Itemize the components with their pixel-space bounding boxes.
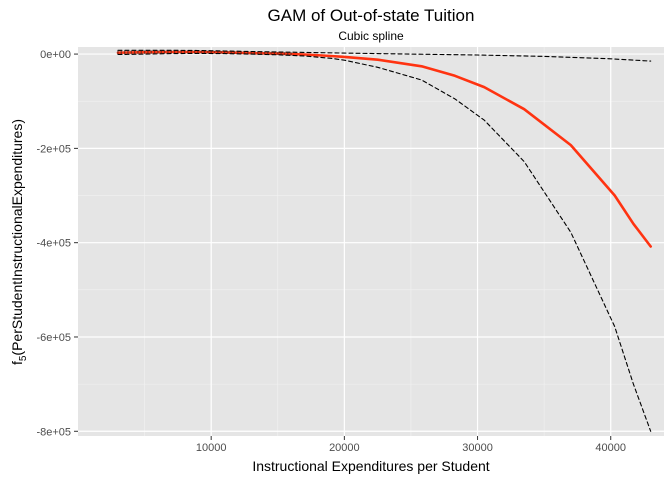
chart-subtitle: Cubic spline xyxy=(338,29,404,43)
axis-ticks: 10000 20000 30000 40000 0e+00 -2e+05 -4e+05 -6e… xyxy=(36,49,626,454)
y-tick-label: 0e+00 xyxy=(40,49,71,61)
y-axis-title-subscript: 5 xyxy=(18,355,29,361)
x-tick-label: 30000 xyxy=(462,442,493,454)
chart-title: GAM of Out-of-state Tuition xyxy=(268,6,475,25)
x-tick-label: 10000 xyxy=(196,442,227,454)
y-axis-title-suffix: (PerStudentInstructionalExpenditures) xyxy=(9,119,25,356)
y-axis-title: f5(PerStudentInstructionalExpenditures) xyxy=(9,119,29,365)
y-axis-title-prefix: f xyxy=(9,361,25,365)
grid-lines xyxy=(78,47,664,436)
series-lower-band-line xyxy=(117,52,652,432)
y-tick-label: -4e+05 xyxy=(36,238,71,250)
x-tick-label: 40000 xyxy=(595,442,626,454)
plot-panel xyxy=(78,47,664,436)
x-tick-label: 20000 xyxy=(329,442,360,454)
y-tick-label: -8e+05 xyxy=(36,426,71,438)
data-series xyxy=(116,49,652,432)
y-tick-label: -2e+05 xyxy=(36,143,71,155)
y-tick-label: -6e+05 xyxy=(36,332,71,344)
x-axis-title: Instructional Expenditures per Student xyxy=(252,458,489,474)
series-upper-band-line xyxy=(117,49,652,62)
